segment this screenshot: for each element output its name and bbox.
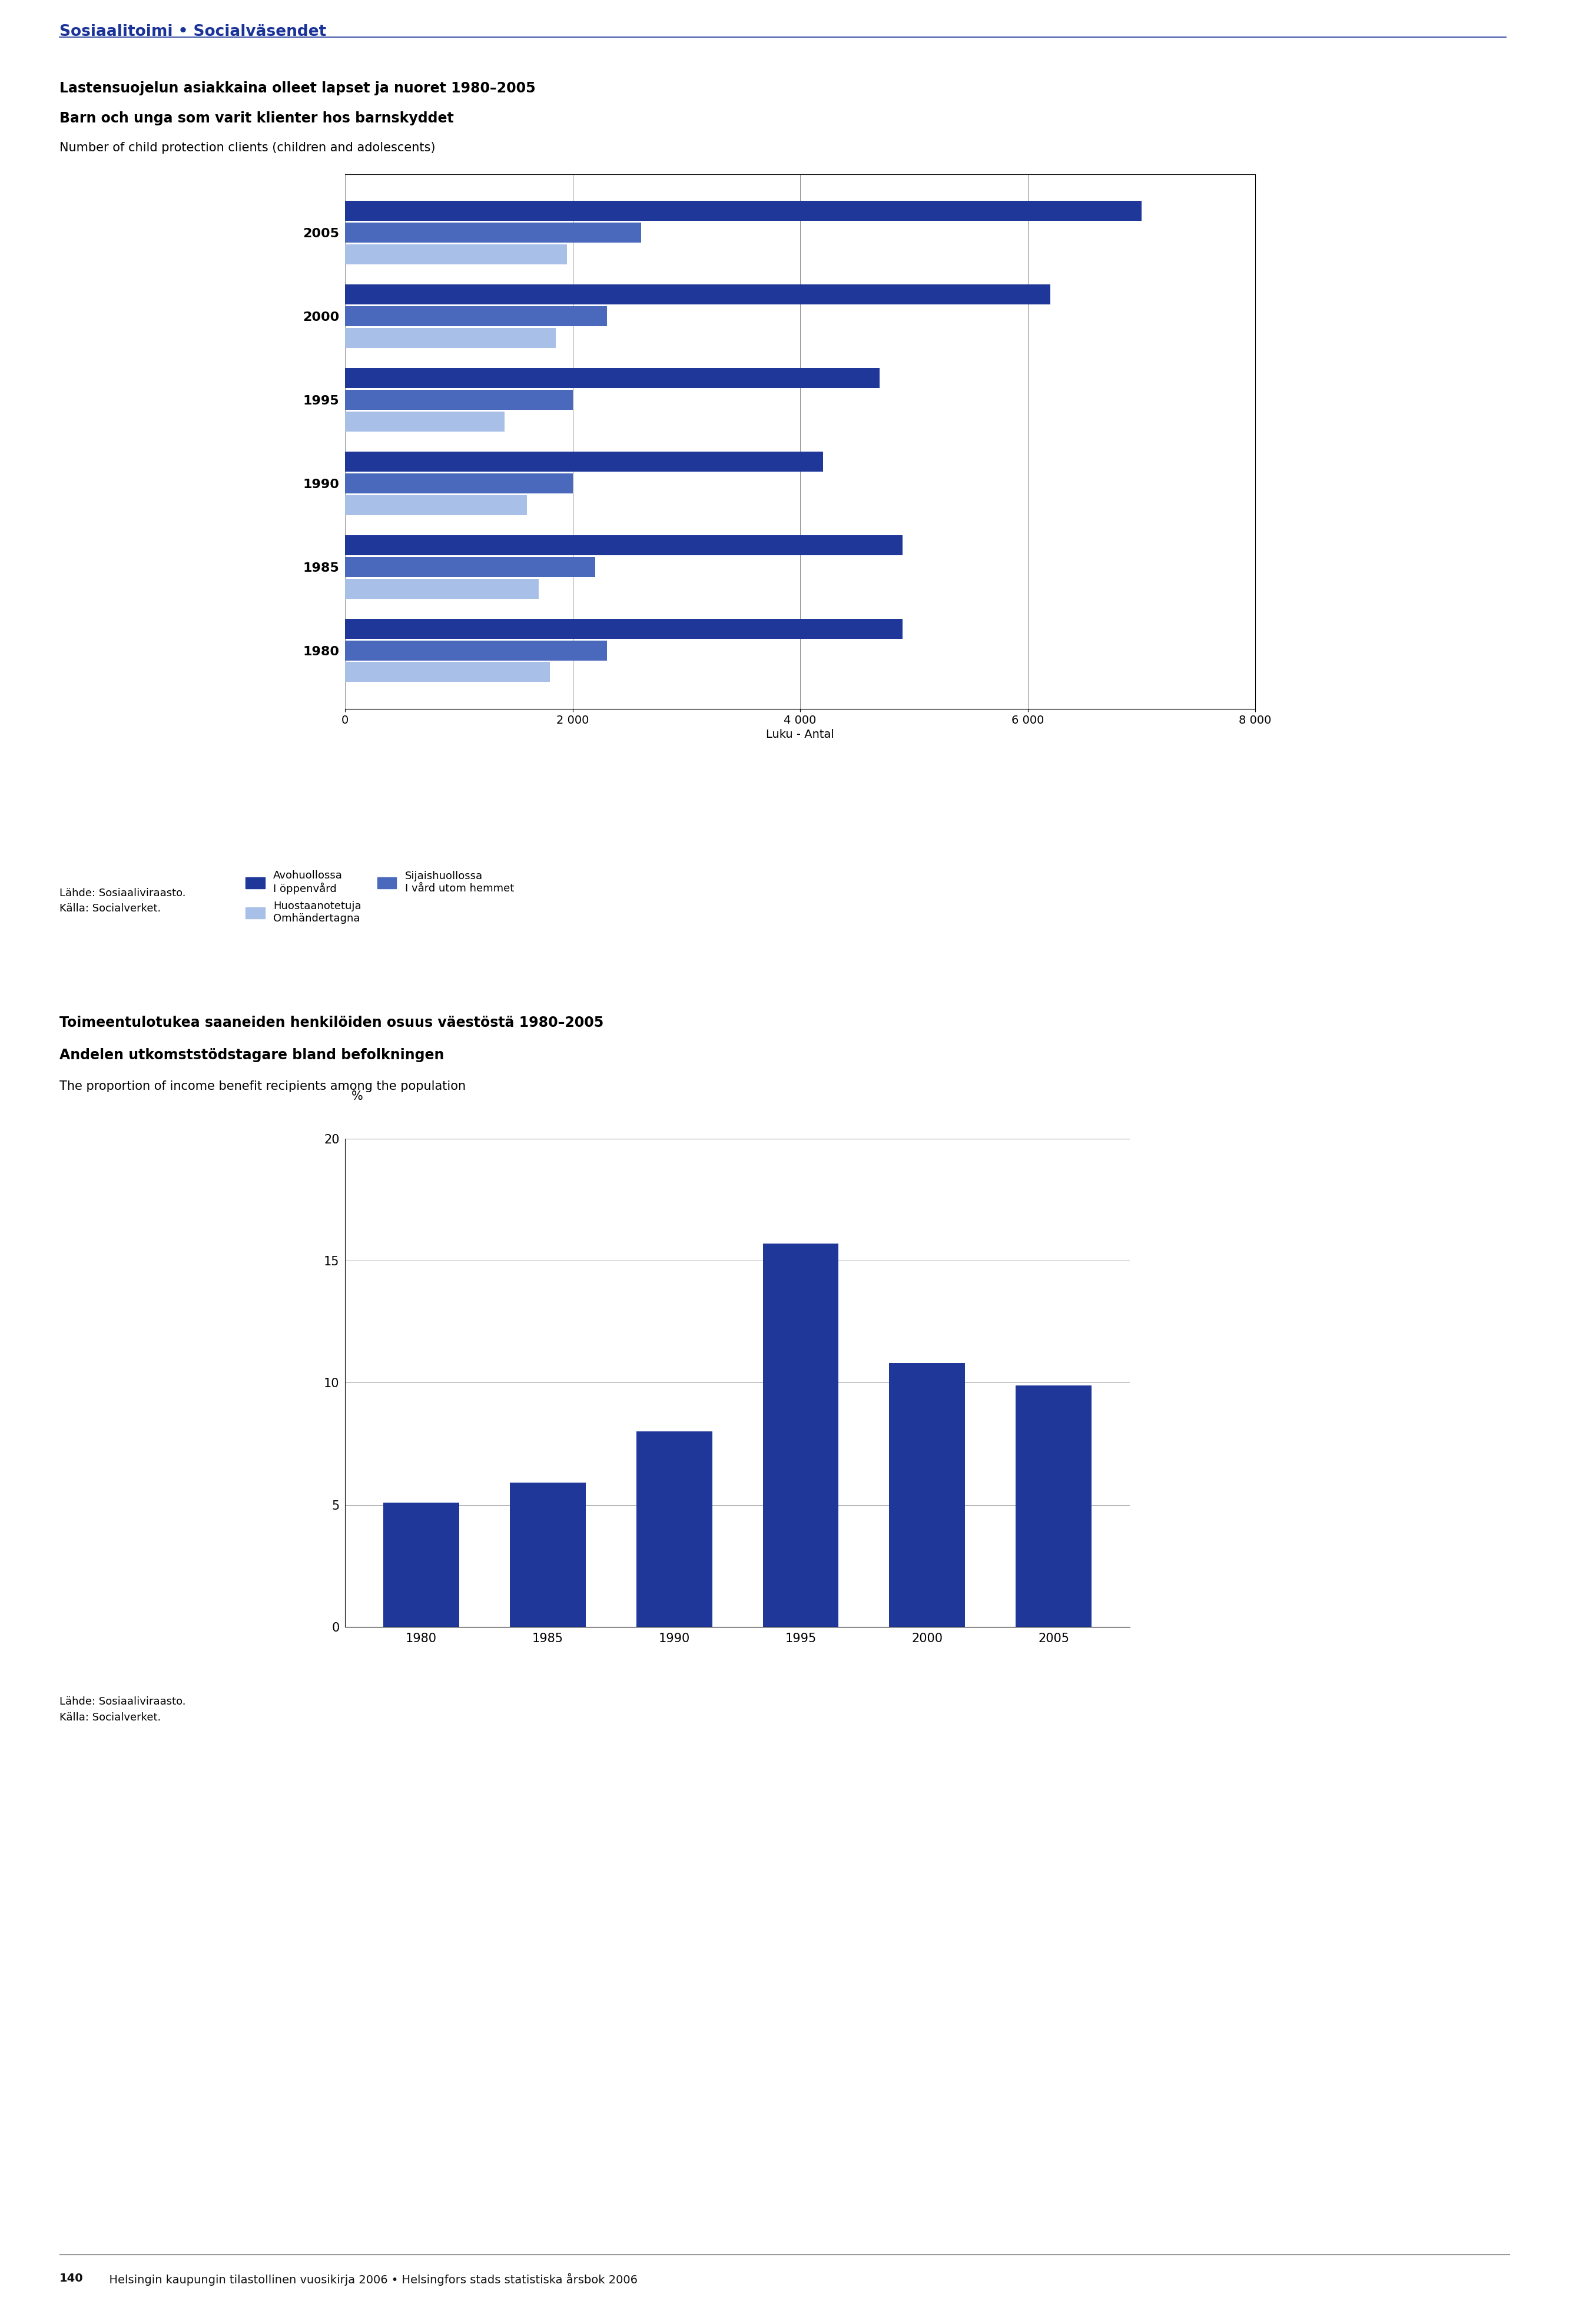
Text: Sosiaalitoimi • Socialväsendet: Sosiaalitoimi • Socialväsendet <box>60 23 326 40</box>
Bar <box>345 535 902 555</box>
Bar <box>345 284 1051 304</box>
Bar <box>345 244 566 265</box>
Text: The proportion of income benefit recipients among the population: The proportion of income benefit recipie… <box>60 1081 466 1092</box>
Bar <box>890 1364 965 1627</box>
Text: Lähde: Sosiaaliviraasto.
Källa: Socialverket.: Lähde: Sosiaaliviraasto. Källa: Socialve… <box>60 888 185 913</box>
Bar <box>345 451 822 472</box>
Bar <box>345 558 596 576</box>
Legend: Avohuollossa
I öppenvård, Huostaanotetuja
Omhändertagna, Sijaishuollossa
I vård : Avohuollossa I öppenvård, Huostaanotetuj… <box>242 867 518 927</box>
Bar <box>1015 1385 1092 1627</box>
Bar <box>345 390 573 409</box>
Bar <box>345 474 573 493</box>
Bar <box>345 662 549 681</box>
Bar <box>345 307 607 325</box>
Bar <box>345 579 538 600</box>
Text: 140: 140 <box>60 2273 83 2284</box>
X-axis label: Luku - Antal: Luku - Antal <box>766 730 835 739</box>
Bar <box>635 1432 712 1627</box>
Text: %: % <box>351 1090 362 1102</box>
Bar <box>345 618 902 639</box>
Text: Lastensuojelun asiakkaina olleet lapset ja nuoret 1980–2005: Lastensuojelun asiakkaina olleet lapset … <box>60 81 535 95</box>
Text: Helsingin kaupungin tilastollinen vuosikirja 2006 • Helsingfors stads statistisk: Helsingin kaupungin tilastollinen vuosik… <box>102 2273 637 2284</box>
Bar <box>383 1501 460 1627</box>
Bar <box>763 1243 839 1627</box>
Bar <box>345 411 504 432</box>
Text: Lähde: Sosiaaliviraasto.
Källa: Socialverket.: Lähde: Sosiaaliviraasto. Källa: Socialve… <box>60 1697 185 1722</box>
Text: Toimeentulotukea saaneiden henkilöiden osuus väestöstä 1980–2005: Toimeentulotukea saaneiden henkilöiden o… <box>60 1016 604 1030</box>
Bar <box>345 641 607 660</box>
Bar <box>345 200 1141 221</box>
Bar <box>345 223 640 242</box>
Bar <box>345 328 555 349</box>
Text: Barn och unga som varit klienter hos barnskyddet: Barn och unga som varit klienter hos bar… <box>60 112 453 125</box>
Text: Andelen utkomststödstagare bland befolkningen: Andelen utkomststödstagare bland befolkn… <box>60 1048 444 1062</box>
Bar <box>345 495 527 516</box>
Text: Number of child protection clients (children and adolescents): Number of child protection clients (chil… <box>60 142 436 153</box>
Bar <box>345 367 880 388</box>
Bar <box>510 1483 585 1627</box>
